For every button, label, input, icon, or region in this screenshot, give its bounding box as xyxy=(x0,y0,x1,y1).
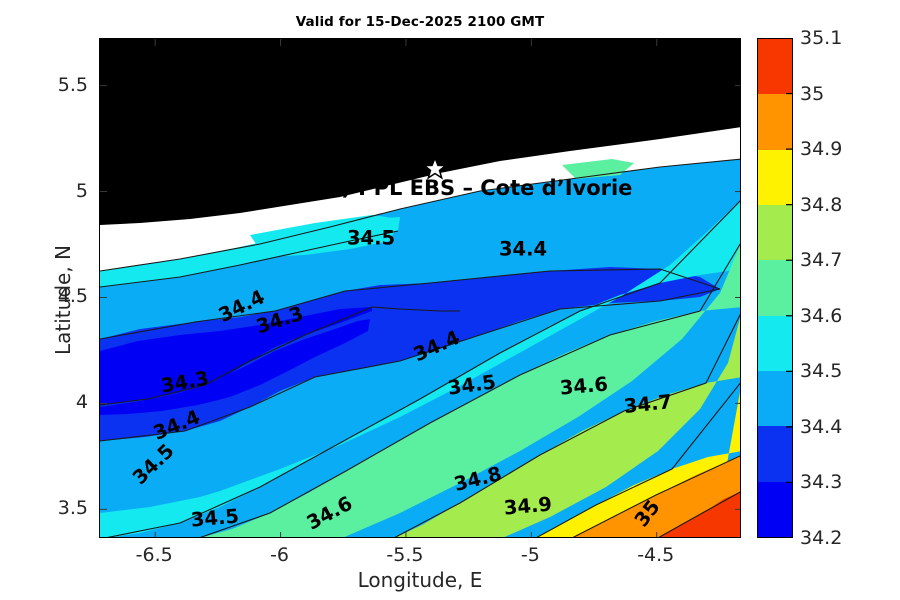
x-axis-title: Longitude, E xyxy=(357,568,483,592)
colorbar-tick-label: 34.4 xyxy=(800,415,843,438)
y-tick-label: 3.5 xyxy=(57,497,88,520)
colorbar[interactable] xyxy=(757,38,793,538)
band-34.3-34.4 xyxy=(100,267,720,441)
y-tick-label: 4 xyxy=(75,391,88,414)
colorbar-tick-label: 34.6 xyxy=(800,304,843,327)
y-tick-label: 5.5 xyxy=(57,73,88,96)
chart-title: Valid for 15-Dec-2025 2100 GMT xyxy=(295,14,545,30)
band-34.2-34.3 xyxy=(100,307,372,405)
site-star-marker xyxy=(422,155,448,180)
colorbar-tick-label: 35 xyxy=(800,82,825,105)
contour-label: 34.6 xyxy=(559,372,609,399)
x-tick-label: -4.5 xyxy=(637,544,675,566)
colorbar-tick-label: 34.5 xyxy=(800,360,843,383)
contour-label: 34.5 xyxy=(190,504,240,531)
band-35.0-35.1-lobe xyxy=(709,515,740,537)
colorbar-tick-label: 35.1 xyxy=(800,27,843,49)
colorbar-ticklabels: 35.1 35 34.9 34.8 34.7 34.6 34.5 34.4 34.3 34.2 xyxy=(797,27,897,549)
site-label: A (ONHYM) PPL EBS – Cote d’Ivorie xyxy=(219,176,633,200)
colorbar-band xyxy=(758,260,792,316)
colorbar-band xyxy=(758,315,792,371)
colorbar-tick-label: 34.7 xyxy=(800,249,843,272)
x-tick-label: -5.5 xyxy=(386,544,424,566)
contour-fill-layer xyxy=(100,159,740,537)
contour-map-svg: 34.5 34.434.434.334.434.3 34.5 34.634.734.4… xyxy=(100,39,740,537)
land-mass-layer xyxy=(100,39,740,225)
colorbar-tick-label: 34.3 xyxy=(800,471,843,494)
map-plot-area[interactable]: 34.5 34.4 34.4 34.3 34.4 34.3 34.5 34.6 34.7 34.4… xyxy=(99,38,741,538)
contour-label: 34.5 xyxy=(347,227,395,250)
colorbar-band xyxy=(758,481,792,537)
colorbar-band xyxy=(758,149,792,205)
colorbar-band xyxy=(758,94,792,150)
band-34.7-34.8 xyxy=(396,318,740,537)
colorbar-band xyxy=(758,370,792,427)
y-tick-label: 4.5 xyxy=(57,285,88,308)
band-34.6-34.7-coast-strip xyxy=(562,159,634,179)
colorbar-tick-label: 34.8 xyxy=(800,193,843,216)
y-tick-label: 5 xyxy=(75,179,88,202)
axis-tickmarks xyxy=(100,39,740,537)
colorbar-band xyxy=(758,426,792,482)
colorbar-band xyxy=(758,39,792,95)
colorbar-band xyxy=(758,204,792,261)
contour-label: 34.9 xyxy=(503,492,553,519)
contour-line-layer xyxy=(100,158,740,537)
colorbar-tick-label: 34.9 xyxy=(800,138,843,161)
contour-label: 34.4 xyxy=(499,238,547,261)
x-tick-label: -6.5 xyxy=(135,544,173,566)
y-axis-title: Latitude, N xyxy=(51,245,75,355)
band-34.5-34.6-lowleft xyxy=(100,497,200,531)
band-34.5-34.6-blob xyxy=(250,215,400,257)
contour-label: 34.7 xyxy=(623,390,673,418)
band-34.2-34.3-lobe xyxy=(100,319,370,415)
colorbar-tick-label: 34.2 xyxy=(800,527,843,549)
land-polygon xyxy=(100,39,740,225)
x-tick-label: -6 xyxy=(270,544,290,566)
x-tick-label: -5 xyxy=(520,544,540,566)
